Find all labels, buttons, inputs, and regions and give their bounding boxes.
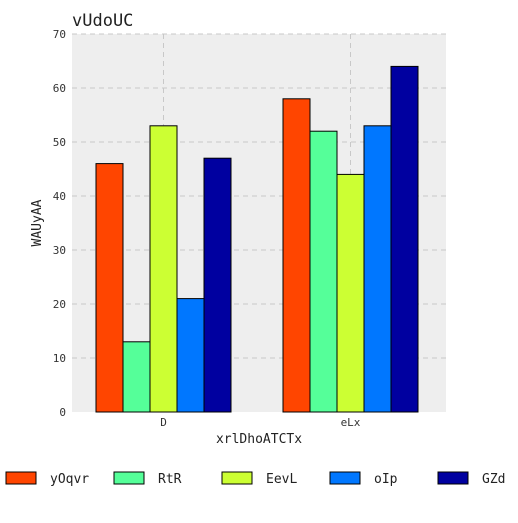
legend-label: EevL	[266, 472, 297, 487]
bar-oIp-D	[176, 298, 205, 413]
legend-label: RtR	[158, 472, 182, 487]
y-tick-label: 20	[53, 298, 66, 311]
legend-label: yOqvr	[50, 472, 89, 487]
legend-swatch	[437, 471, 469, 485]
y-tick-label: 30	[53, 244, 66, 257]
y-tick-label: 40	[53, 190, 66, 203]
x-tick-label: D	[160, 416, 167, 429]
legend-swatch	[329, 471, 361, 485]
legend-label: GZd	[482, 472, 505, 487]
bar-GZd-D	[203, 157, 232, 413]
chart-title: vUdoUC	[72, 11, 133, 31]
bar-yOqvr-eLx	[282, 98, 311, 413]
bar-EevL-eLx	[336, 173, 365, 413]
bars	[95, 65, 419, 413]
y-tick-label: 60	[53, 82, 66, 95]
bar-RtR-D	[122, 341, 151, 413]
legend-swatch	[221, 471, 253, 485]
y-tick-label: 50	[53, 136, 66, 149]
y-axis-label: WAUyAA	[30, 199, 45, 246]
x-tick-label: eLx	[341, 416, 361, 429]
bar-oIp-eLx	[363, 125, 392, 413]
bar-RtR-eLx	[309, 130, 338, 413]
bar-yOqvr-D	[95, 163, 124, 413]
legend-swatch	[5, 471, 37, 485]
legend-label: oIp	[374, 472, 398, 487]
bar-EevL-D	[149, 125, 178, 413]
bar-GZd-eLx	[390, 65, 419, 413]
y-tick-label: 0	[59, 406, 66, 419]
legend-swatch	[113, 471, 145, 485]
y-tick-label: 70	[53, 28, 66, 41]
legend: yOqvr RtR EevL oIp GZd	[5, 471, 505, 487]
y-tick-label: 10	[53, 352, 66, 365]
y-ticks: 0 10 20 30 40 50 60 70	[53, 28, 66, 419]
x-axis-label: xrlDhoATCTx	[216, 432, 302, 447]
